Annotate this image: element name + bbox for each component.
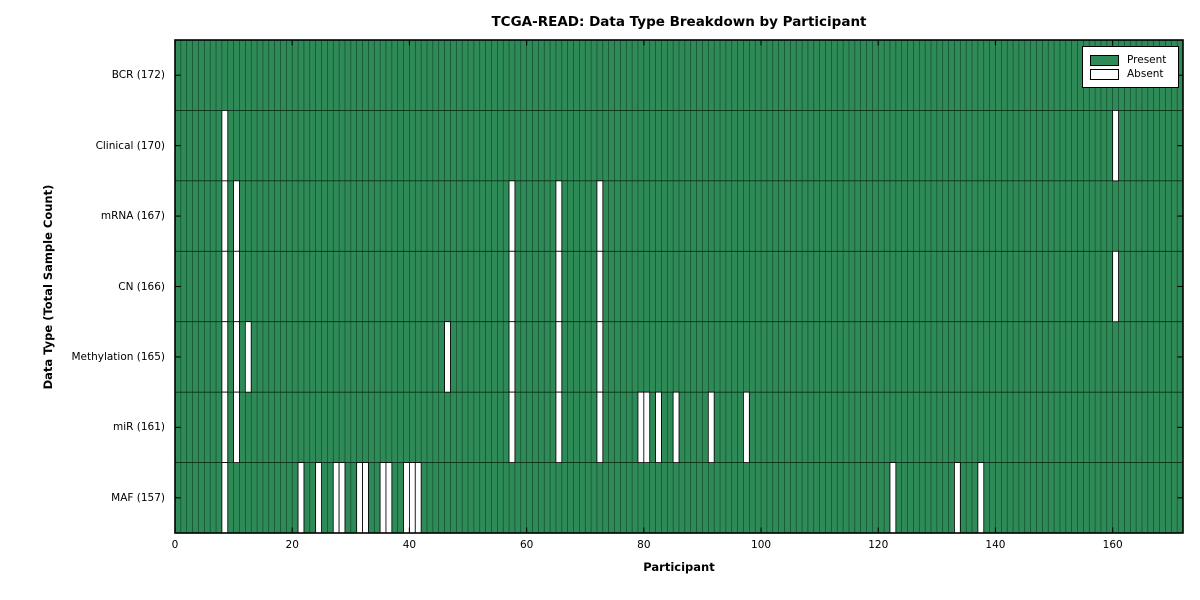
absent-cell-CN-8 <box>221 250 229 323</box>
absent-cell-miR-85 <box>672 391 680 463</box>
absent-cell-Clinical-8 <box>221 110 229 182</box>
x-axis-label: Participant <box>643 560 715 574</box>
absent-cell-miR-80 <box>643 391 651 463</box>
absent-cell-mRNA-8 <box>221 180 229 252</box>
absent-cell-MAF-24 <box>315 462 322 534</box>
absent-cell-miR-8 <box>221 391 229 463</box>
x-tick-label-80: 80 <box>637 539 651 551</box>
absent-cell-miR-57 <box>508 391 516 463</box>
absent-cell-miR-91 <box>707 391 715 463</box>
x-tick-label-20: 20 <box>285 539 299 551</box>
y-tick-label-CN: CN (166) <box>118 280 165 293</box>
absent-cell-miR-10 <box>233 391 240 463</box>
absent-cell-MAF-8 <box>221 462 229 534</box>
absent-cell-MAF-32 <box>362 462 369 534</box>
absent-cell-MAF-133 <box>954 462 961 534</box>
absent-cell-MAF-31 <box>356 462 363 534</box>
absent-cell-miR-82 <box>655 391 662 463</box>
x-tick-label-120: 120 <box>868 539 889 551</box>
y-tick-label-BCR: BCR (172) <box>111 69 165 82</box>
y-tick-label-MAF: MAF (157) <box>111 491 165 504</box>
absent-cell-CN-57 <box>508 250 516 323</box>
x-tick-label-40: 40 <box>402 539 417 551</box>
absent-cell-miR-72 <box>596 391 604 463</box>
absent-cell-MAF-21 <box>297 462 305 534</box>
absent-cell-MAF-27 <box>332 462 340 534</box>
x-tick-label-0: 0 <box>171 539 179 551</box>
absent-cell-MAF-40 <box>409 462 416 534</box>
legend-entry-present: Present <box>1090 54 1172 66</box>
present-swatch <box>1090 54 1119 66</box>
x-tick-label-60: 60 <box>519 539 534 551</box>
absent-cell-mRNA-57 <box>508 180 516 252</box>
absent-cell-Methylation-65 <box>555 321 563 393</box>
absent-cell-Methylation-8 <box>221 321 229 393</box>
absent-cell-CN-160 <box>1112 250 1119 323</box>
absent-swatch <box>1090 68 1119 80</box>
y-tick-label-miR: miR (161) <box>112 421 165 434</box>
absent-cell-MAF-35 <box>379 462 387 534</box>
absent-cell-Methylation-57 <box>508 321 516 393</box>
legend-entry-absent: Absent <box>1090 68 1172 80</box>
absent-cell-CN-65 <box>555 250 563 323</box>
absent-cell-MAF-39 <box>403 462 410 534</box>
y-axis-label: Data Type (Total Sample Count) <box>41 184 55 390</box>
x-tick-label-140: 140 <box>985 539 1006 551</box>
absent-cell-miR-65 <box>555 391 563 463</box>
absent-cell-CN-72 <box>596 250 604 323</box>
absent-cell-MAF-36 <box>385 462 393 534</box>
chart-title: TCGA-READ: Data Type Breakdown by Partic… <box>491 14 867 30</box>
x-tick-label-160: 160 <box>1102 539 1123 551</box>
absent-cell-Clinical-160 <box>1112 110 1119 182</box>
absent-cell-mRNA-65 <box>555 180 563 252</box>
absent-cell-miR-97 <box>743 391 750 463</box>
legend: Present Absent <box>1082 46 1179 88</box>
legend-label-present: Present <box>1127 54 1167 66</box>
legend-label-absent: Absent <box>1127 68 1164 80</box>
absent-cell-Methylation-46 <box>444 321 451 393</box>
absent-cell-MAF-137 <box>977 462 985 534</box>
absent-cell-mRNA-10 <box>233 180 240 252</box>
absent-cell-MAF-28 <box>338 462 346 534</box>
absent-cell-Methylation-10 <box>233 321 240 393</box>
absent-cell-Methylation-12 <box>244 321 252 393</box>
absent-cell-mRNA-72 <box>596 180 604 252</box>
absent-cell-Methylation-72 <box>596 321 604 393</box>
absent-cell-MAF-41 <box>414 462 422 534</box>
absent-cell-miR-79 <box>637 391 645 463</box>
absent-cell-CN-10 <box>233 250 240 323</box>
absent-cell-MAF-122 <box>889 462 897 534</box>
plot-border <box>174 39 1184 534</box>
x-tick-label-100: 100 <box>751 539 772 551</box>
y-tick-label-Methylation: Methylation (165) <box>71 350 165 363</box>
y-tick-label-mRNA: mRNA (167) <box>100 210 165 223</box>
y-tick-label-Clinical: Clinical (170) <box>95 139 165 152</box>
